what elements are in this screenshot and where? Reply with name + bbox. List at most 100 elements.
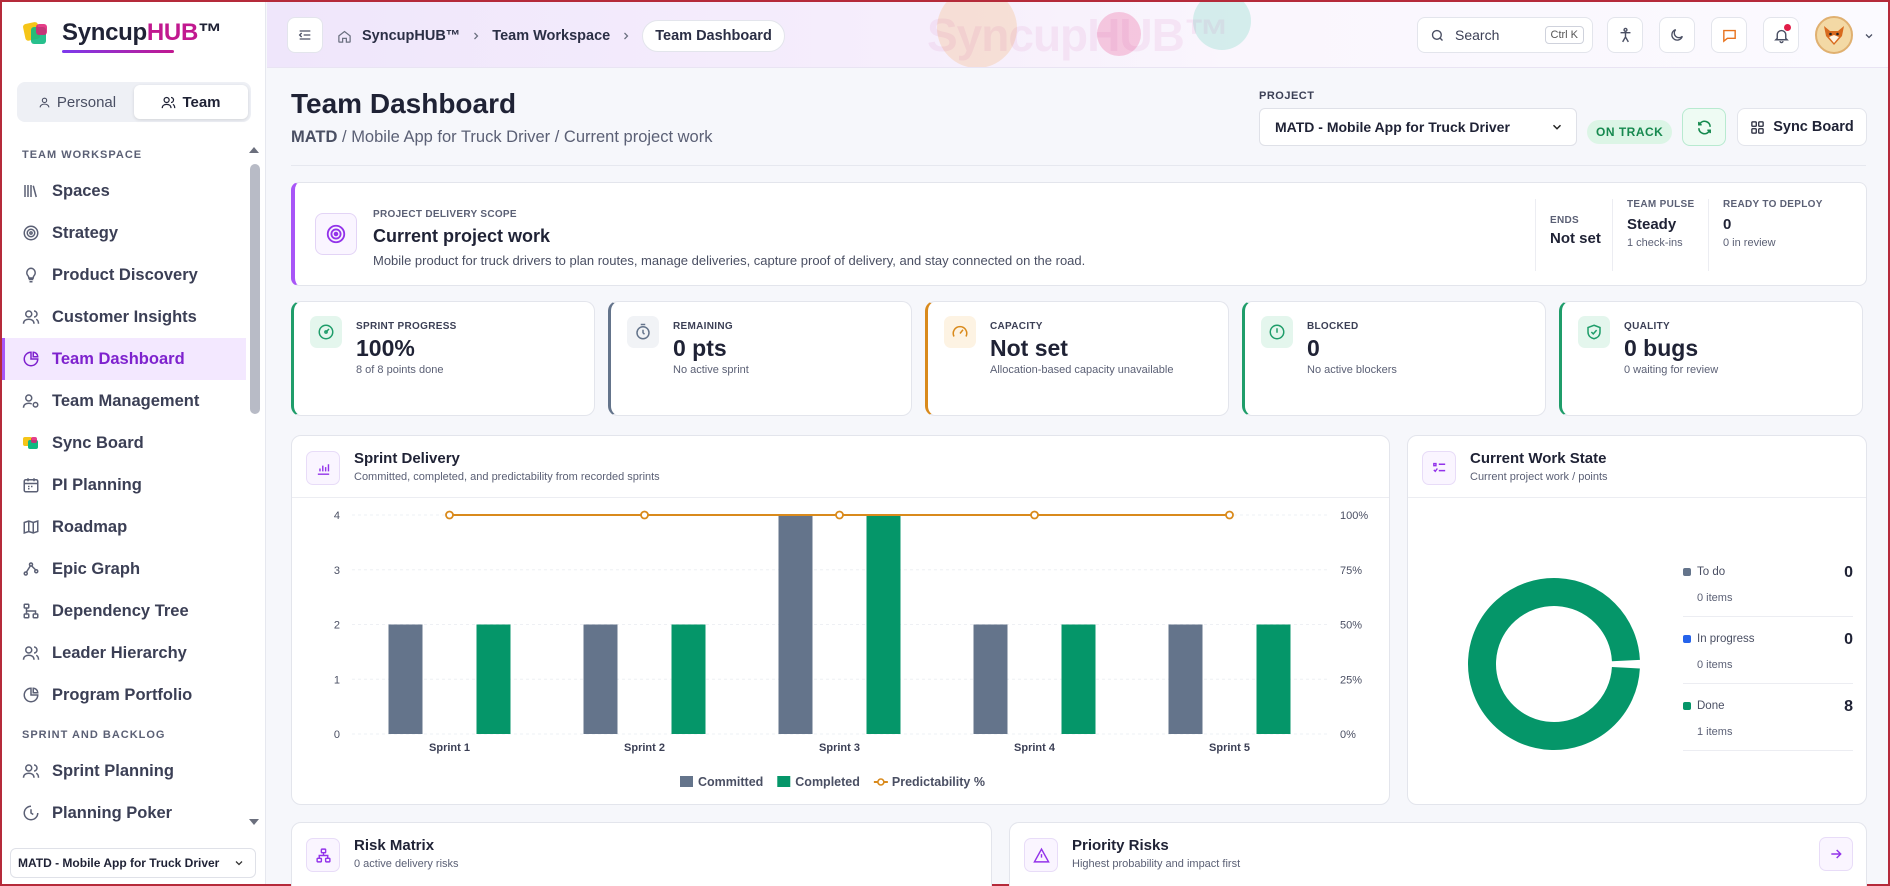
kpi-card-quality: QUALITY 0 bugs 0 waiting for review — [1559, 301, 1863, 416]
kpi-label: CAPACITY — [990, 321, 1043, 332]
sync-board-button[interactable]: Sync Board — [1737, 108, 1867, 146]
chevron-right-icon — [474, 32, 479, 40]
kpi-card-blocked: BLOCKED 0 No active blockers — [1242, 301, 1546, 416]
x-tick-label: Sprint 3 — [819, 742, 860, 754]
user-avatar[interactable] — [1815, 16, 1853, 54]
sidebar-item-dependency-tree[interactable]: Dependency Tree — [2, 590, 246, 632]
sidebar-item-team-dashboard[interactable]: Team Dashboard — [2, 338, 246, 380]
sidebar-item-pi-planning[interactable]: PI Planning — [2, 464, 246, 506]
sidebar-item-sprint-planning[interactable]: Sprint Planning — [2, 750, 246, 792]
sidebar-item-label: Team Management — [52, 391, 200, 410]
sprint-delivery-title: Sprint Delivery — [354, 450, 460, 467]
personal-mode-button[interactable]: Personal — [20, 85, 134, 119]
search-icon — [1431, 29, 1443, 41]
x-tick-label: Sprint 1 — [429, 742, 470, 754]
kpi-subtext: 8 of 8 points done — [356, 364, 444, 376]
sprint-delivery-chart: 0 0% 1 25% 2 50% 3 75% 4 100% Sprint 1 Sprint 2 Spri… — [334, 510, 1368, 789]
kpi-card-capacity: CAPACITY Not set Allocation-based capaci… — [925, 301, 1229, 416]
sidebar-item-label: Sync Board — [52, 433, 144, 452]
y-tick-label: 2 — [334, 620, 340, 632]
work-state-count: 0 items — [1697, 592, 1733, 604]
sidebar-item-label: Dependency Tree — [52, 601, 189, 620]
accessibility-button[interactable] — [1607, 17, 1643, 53]
sidebar-scroll-thumb[interactable] — [250, 164, 260, 414]
kpi-label: QUALITY — [1624, 321, 1670, 332]
kpi-label: SPRINT PROGRESS — [356, 321, 457, 332]
breadcrumb-current[interactable]: Team Dashboard — [642, 20, 785, 52]
sidebar-item-planning-poker[interactable]: Planning Poker — [2, 792, 246, 830]
work-state-count: 1 items — [1697, 726, 1733, 738]
sidebar: SyncupHUB™ Personal Team TEAM WORKSPACE S… — [2, 2, 266, 884]
project-select[interactable]: MATD - Mobile App for Truck Driver — [1259, 108, 1577, 146]
collapse-sidebar-button[interactable] — [287, 17, 323, 53]
priority-risks-card: Priority Risks Highest probability and i… — [1009, 822, 1867, 886]
scope-label: PROJECT DELIVERY SCOPE — [373, 209, 517, 220]
alert-circle-icon — [1269, 324, 1285, 340]
users-icon — [22, 310, 40, 324]
accessibility-icon — [1620, 27, 1630, 42]
avatar-chevron-icon[interactable] — [1863, 30, 1875, 42]
sidebar-item-strategy[interactable]: Strategy — [2, 212, 246, 254]
refresh-button[interactable] — [1682, 108, 1726, 146]
notifications-button[interactable] — [1763, 17, 1799, 53]
sidebar-item-spaces[interactable]: Spaces — [2, 170, 246, 212]
users-icon — [22, 764, 40, 778]
sidebar-item-sync-board[interactable]: Sync Board — [2, 422, 246, 464]
theme-toggle-button[interactable] — [1659, 17, 1695, 53]
sidebar-project-value: MATD - Mobile App for Truck Driver — [18, 856, 220, 870]
sidebar-item-leader-hierarchy[interactable]: Leader Hierarchy — [2, 632, 246, 674]
open-priority-risks-button[interactable] — [1819, 837, 1853, 871]
bar-chart-icon — [306, 451, 340, 485]
timer-icon — [636, 323, 650, 340]
sidebar-item-epic-graph[interactable]: Epic Graph — [2, 548, 246, 590]
work-state-item: Done 8 1 items — [1683, 698, 1853, 751]
refresh-icon — [1697, 120, 1711, 134]
sync-board-label: Sync Board — [1773, 119, 1854, 135]
target-icon — [315, 213, 357, 255]
breadcrumb-app[interactable]: SyncupHUB™ — [362, 28, 461, 44]
legend-swatch — [680, 776, 693, 787]
breadcrumb-workspace[interactable]: Team Workspace — [492, 28, 611, 44]
team-pulse-value: Steady — [1627, 216, 1677, 233]
team-mode-label: Team — [182, 93, 221, 111]
ready-label: READY TO DEPLOY — [1723, 199, 1823, 210]
topbar: SyncupHUB™ SyncupHUB™ Team Workspace Tea… — [267, 2, 1888, 68]
sprint-delivery-subtitle: Committed, completed, and predictability… — [354, 471, 660, 483]
user-cog-icon — [22, 394, 39, 408]
tree-icon — [23, 603, 39, 619]
team-mode-button[interactable]: Team — [134, 85, 248, 119]
sidebar-item-label: Planning Poker — [52, 803, 173, 822]
ends-value: Not set — [1550, 230, 1601, 247]
chat-button[interactable] — [1711, 17, 1747, 53]
sidebar-project-select[interactable]: MATD - Mobile App for Truck Driver — [10, 848, 256, 878]
home-icon[interactable] — [337, 29, 352, 44]
sprint-delivery-card: Sprint Delivery Committed, completed, an… — [291, 435, 1390, 805]
y-tick-label: 1 — [334, 674, 340, 686]
sidebar-scrollbar[interactable] — [247, 142, 261, 832]
app-name-prefix: Syncup — [62, 19, 147, 46]
sidebar-item-label: Product Discovery — [52, 265, 198, 284]
search-button[interactable]: Search Ctrl K — [1417, 17, 1593, 53]
kpi-card-sprint-progress: SPRINT PROGRESS 100% 8 of 8 points done — [291, 301, 595, 416]
sidebar-item-program-portfolio[interactable]: Program Portfolio — [2, 674, 246, 716]
team-pulse-label: TEAM PULSE — [1627, 199, 1695, 210]
sidebar-item-customer-insights[interactable]: Customer Insights — [2, 296, 246, 338]
sidebar-item-product-discovery[interactable]: Product Discovery — [2, 254, 246, 296]
divider — [291, 165, 1866, 166]
nav-section-label: SPRINT AND BACKLOG — [22, 729, 166, 741]
sidebar-item-roadmap[interactable]: Roadmap — [2, 506, 246, 548]
scope-description: Mobile product for truck drivers to plan… — [373, 253, 1086, 268]
y2-tick-label: 25% — [1340, 674, 1362, 686]
app-logo[interactable]: SyncupHUB™ — [22, 18, 222, 53]
work-state-card: Current Work State Current project work … — [1407, 435, 1867, 805]
breadcrumb: SyncupHUB™ Team Workspace Team Dashboard — [337, 20, 785, 52]
y2-tick-label: 0% — [1340, 729, 1356, 741]
bar-committed — [388, 624, 423, 734]
watermark-logo: SyncupHUB™ — [927, 9, 1230, 61]
legend-label: Predictability % — [892, 775, 985, 789]
users-icon — [162, 96, 176, 108]
sidebar-item-label: Team Dashboard — [52, 349, 185, 368]
pie-chart-icon — [23, 351, 39, 367]
project-scope-banner: PROJECT DELIVERY SCOPE Current project w… — [291, 182, 1867, 286]
sidebar-item-team-management[interactable]: Team Management — [2, 380, 246, 422]
